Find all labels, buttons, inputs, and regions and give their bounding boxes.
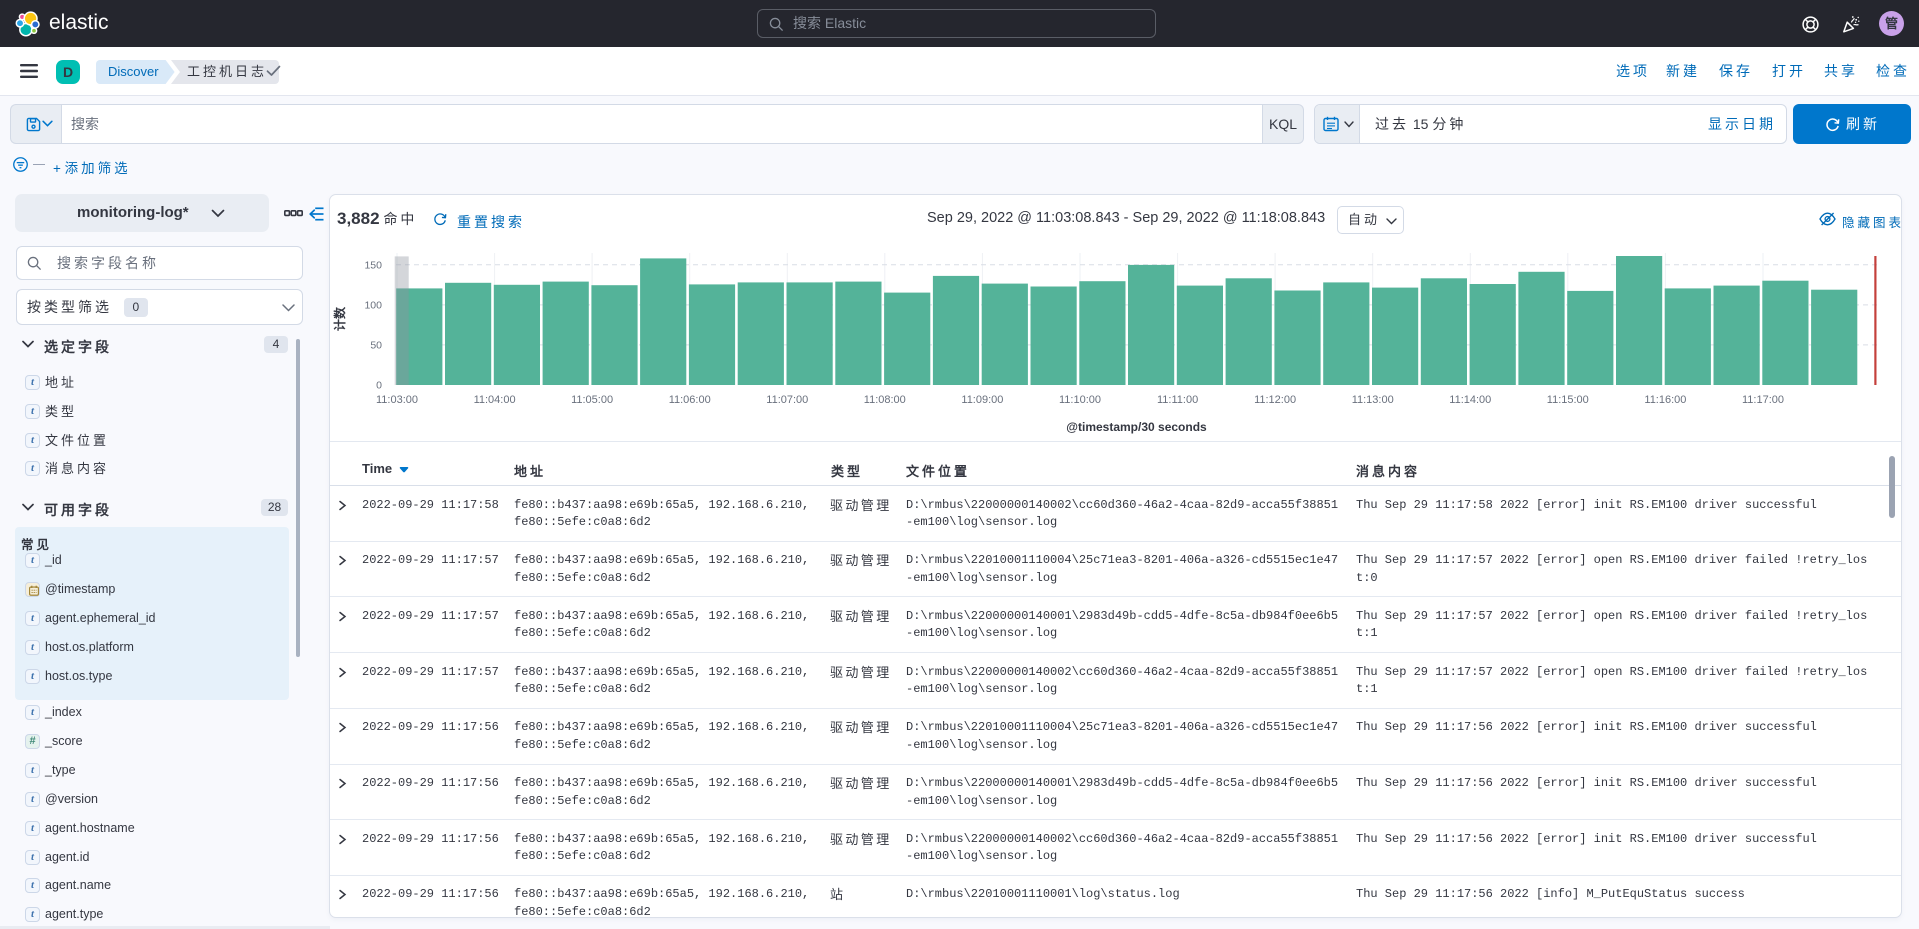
svg-text:计数: 计数 xyxy=(332,306,347,331)
svg-text:11:16:00: 11:16:00 xyxy=(1644,394,1686,406)
svg-text:11:11:00: 11:11:00 xyxy=(1157,394,1198,406)
svg-text:11:06:00: 11:06:00 xyxy=(669,394,711,406)
svg-text:50: 50 xyxy=(370,339,382,351)
svg-text:0: 0 xyxy=(376,380,382,392)
svg-text:11:17:00: 11:17:00 xyxy=(1742,394,1784,406)
svg-text:11:12:00: 11:12:00 xyxy=(1254,394,1296,406)
svg-text:11:15:00: 11:15:00 xyxy=(1547,394,1589,406)
svg-text:11:03:00: 11:03:00 xyxy=(376,394,418,406)
svg-text:150: 150 xyxy=(364,259,382,271)
svg-text:11:05:00: 11:05:00 xyxy=(571,394,613,406)
svg-text:11:09:00: 11:09:00 xyxy=(961,394,1003,406)
svg-text:11:04:00: 11:04:00 xyxy=(474,394,516,406)
svg-text:100: 100 xyxy=(364,299,382,311)
svg-text:11:10:00: 11:10:00 xyxy=(1059,394,1101,406)
svg-text:11:13:00: 11:13:00 xyxy=(1352,394,1394,406)
svg-text:11:08:00: 11:08:00 xyxy=(864,394,906,406)
svg-text:11:14:00: 11:14:00 xyxy=(1449,394,1491,406)
svg-text:11:07:00: 11:07:00 xyxy=(766,394,808,406)
